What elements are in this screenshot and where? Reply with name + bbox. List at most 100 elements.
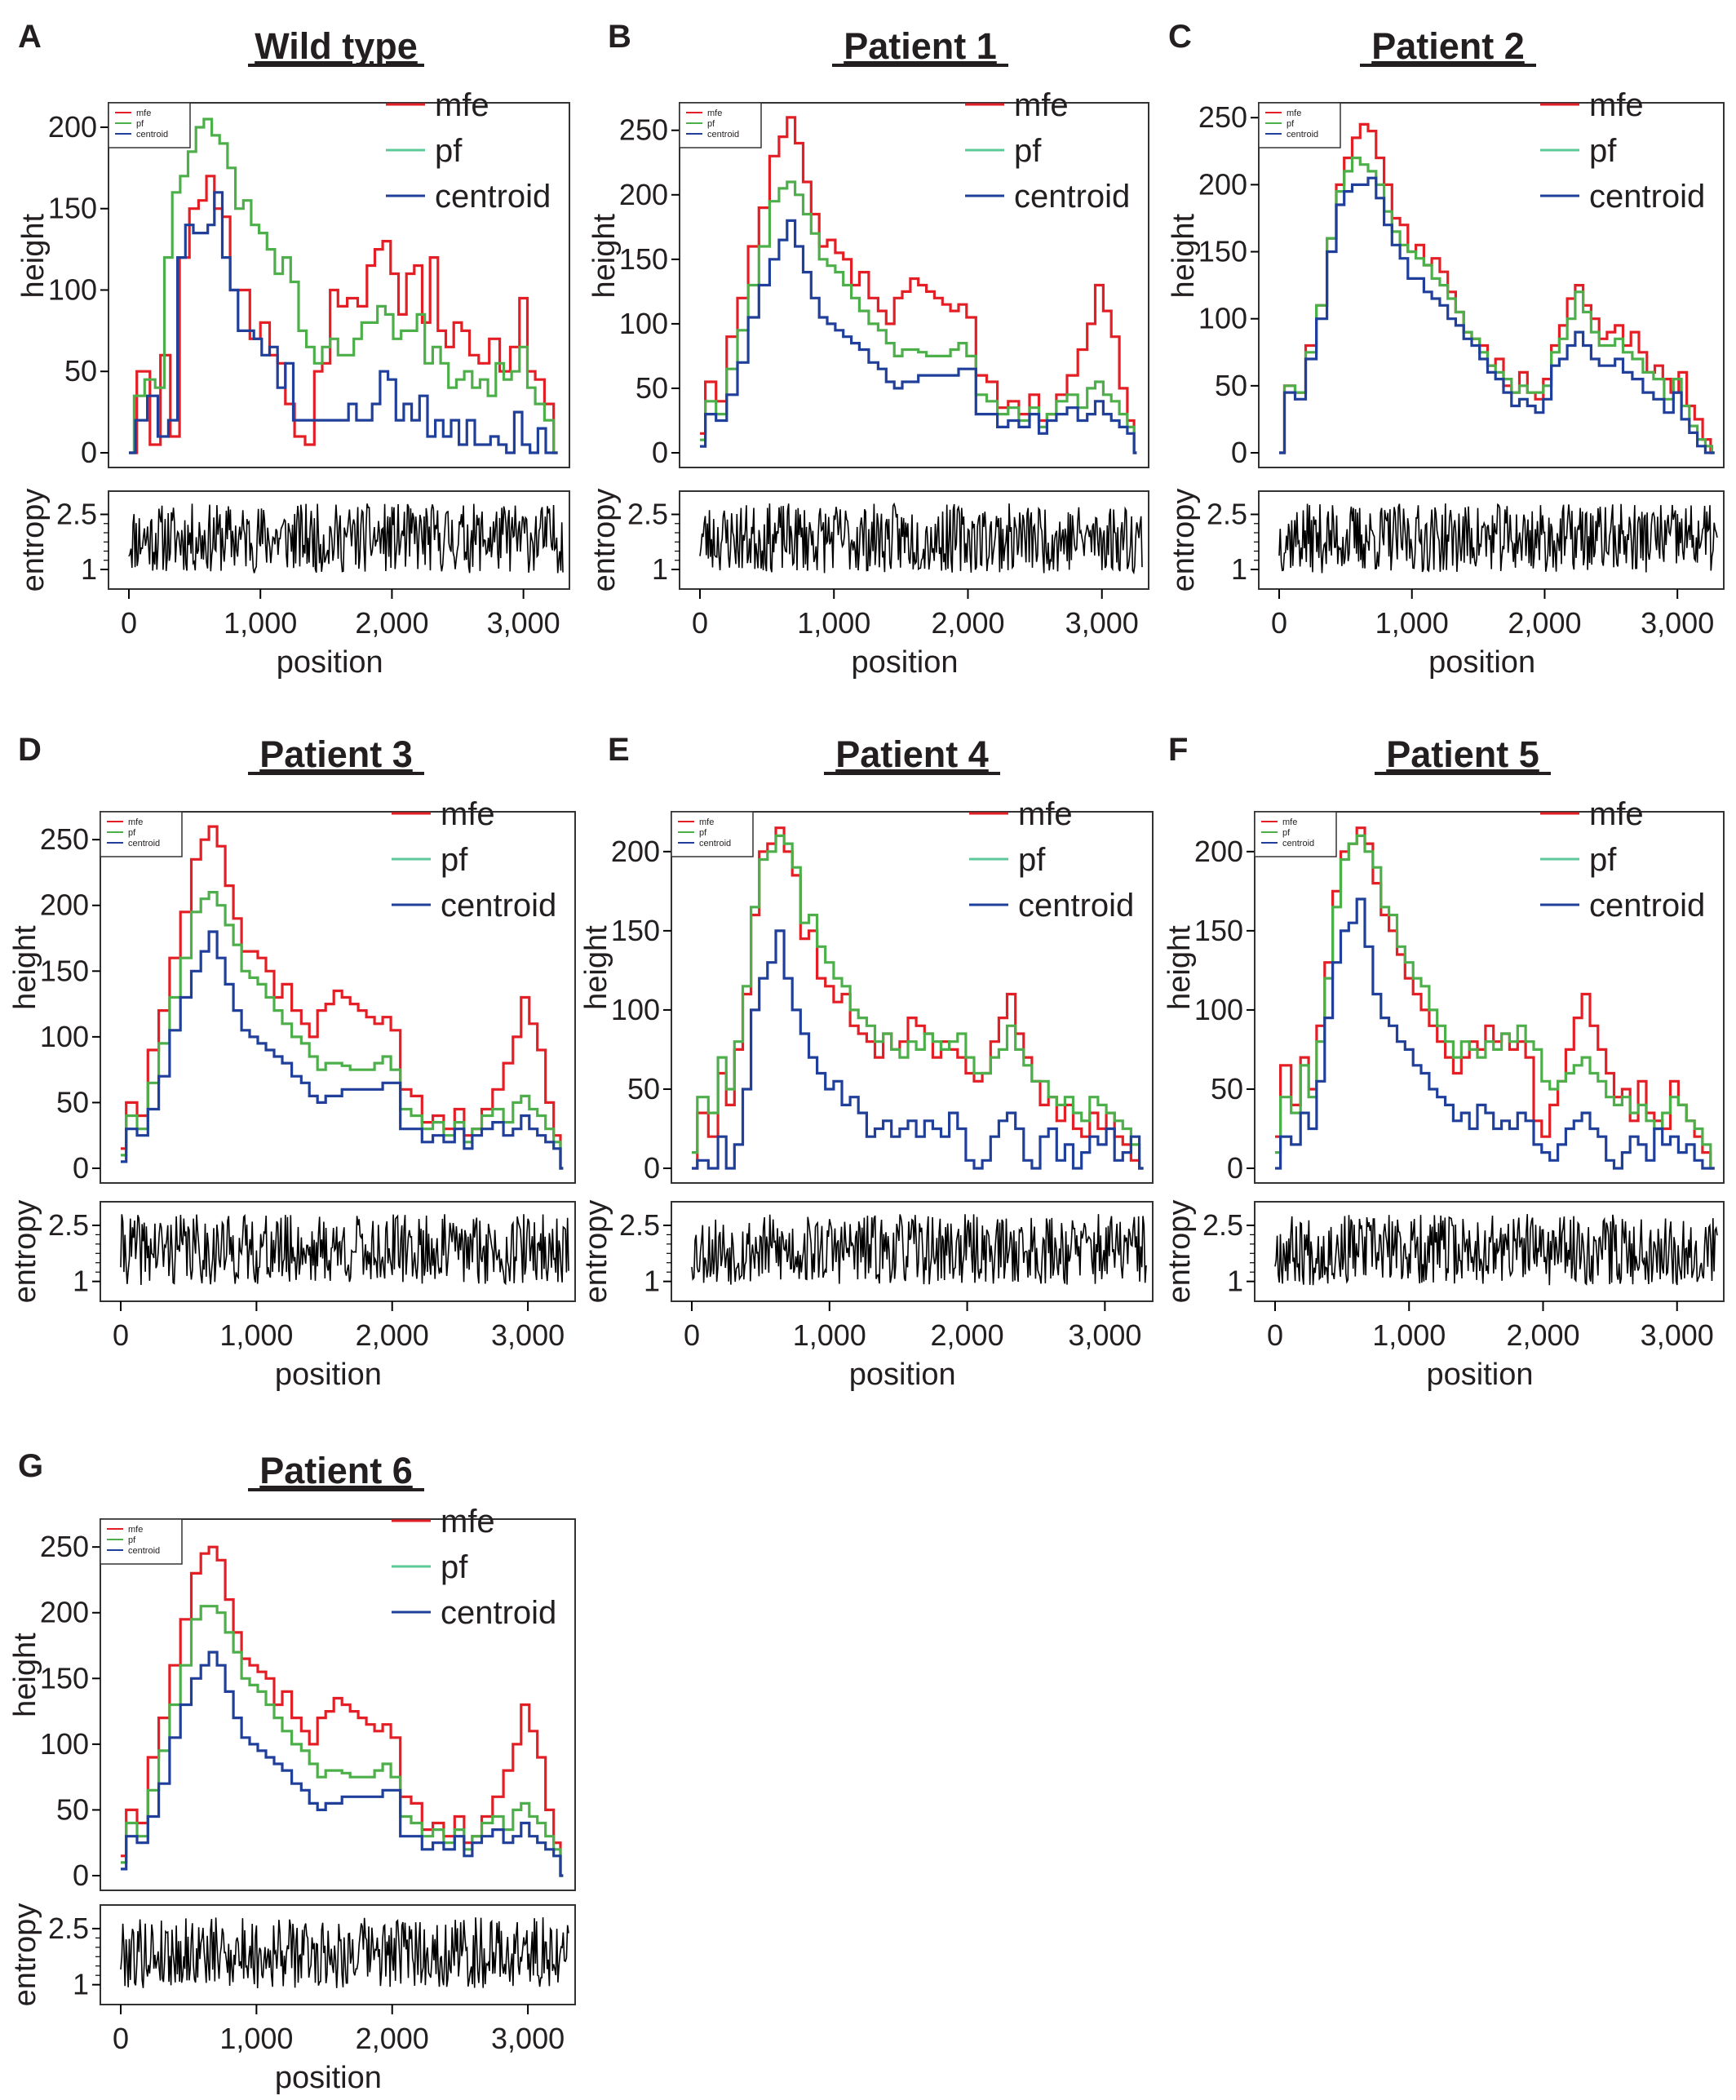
- y-tick-label: 0: [644, 1151, 660, 1185]
- legend-label-centroid: centroid: [441, 888, 556, 924]
- panel-b: B Patient 1050100150200250heightmfepfcent…: [587, 19, 1149, 680]
- y-tick-label: 250: [1198, 100, 1247, 134]
- y-tick-label: 150: [1194, 914, 1243, 947]
- entropy-tick-label: 1: [81, 552, 97, 586]
- y-tick-label: 150: [40, 954, 89, 987]
- x-tick-label: 0: [1267, 1318, 1283, 1352]
- legend-label-mfe: mfe: [441, 796, 495, 832]
- y-tick-label: 0: [73, 1151, 89, 1185]
- legend-label-pf: pf: [435, 133, 463, 169]
- legend-small-label-pf: pf: [1282, 828, 1291, 838]
- legend-label-mfe: mfe: [1589, 87, 1644, 123]
- panel-d: D Patient 3050100150200250heightmfepfcent…: [8, 732, 576, 1392]
- series-line-mfe: [700, 116, 1137, 454]
- x-tick-label: 3,000: [1641, 1318, 1714, 1352]
- panel-title: Patient 5: [1386, 733, 1539, 775]
- y-tick-label: 200: [40, 1596, 89, 1629]
- y-tick-label: 0: [1231, 436, 1247, 469]
- panel-e: E Patient 4050100150200heightmfepfcentroi…: [579, 732, 1154, 1392]
- y-tick-label: 50: [1215, 369, 1247, 402]
- series-line-mfe: [121, 825, 564, 1170]
- x-tick-label: 0: [692, 606, 708, 640]
- height-plot-frame: [1258, 102, 1725, 468]
- legend-small-frame: [1258, 102, 1341, 148]
- y-tick-label: 150: [611, 914, 660, 947]
- legend-small-label-mfe: mfe: [1282, 817, 1297, 827]
- legend-small-label-mfe: mfe: [128, 1525, 143, 1535]
- y-tick-label: 150: [619, 242, 668, 276]
- entropy-axis-label: entropy: [8, 1903, 42, 2007]
- series-line-centroid: [692, 929, 1144, 1170]
- y-tick-label: 50: [56, 1085, 89, 1119]
- entropy-tick-label: 1: [73, 1265, 89, 1298]
- y-tick-label: 100: [611, 993, 660, 1026]
- y-tick-label: 0: [73, 1859, 89, 1892]
- entropy-axis-label: entropy: [8, 1200, 42, 1304]
- panel-letter: D: [18, 732, 42, 768]
- y-tick-label: 100: [619, 307, 668, 340]
- x-axis-label: position: [275, 1358, 382, 1392]
- x-tick-label: 0: [113, 1318, 129, 1352]
- y-axis-label: height: [8, 925, 42, 1010]
- entropy-trace: [699, 502, 1143, 575]
- panel-f: F Patient 5050100150200heightmfepfcentroi…: [1162, 732, 1725, 1392]
- x-tick-label: 1,000: [797, 606, 870, 640]
- x-tick-label: 2,000: [356, 1318, 429, 1352]
- panel-title: Patient 4: [835, 733, 989, 775]
- legend-large: mfe pf centroid: [1540, 87, 1705, 215]
- height-plot-frame: [108, 102, 570, 468]
- series-line-centroid: [121, 930, 564, 1170]
- series-line-mfe: [692, 826, 1144, 1170]
- x-tick-label: 0: [121, 606, 137, 640]
- y-tick-label: 100: [40, 1727, 89, 1761]
- entropy-tick-label: 1: [1227, 1265, 1243, 1298]
- legend-small-frame: [108, 102, 191, 148]
- legend-label-pf: pf: [1589, 133, 1617, 169]
- legend-small-label-centroid: centroid: [128, 1546, 160, 1556]
- legend-label-centroid: centroid: [1589, 179, 1705, 215]
- y-axis-label: height: [1162, 925, 1197, 1010]
- y-tick-label: 200: [619, 178, 668, 211]
- x-tick-label: 3,000: [487, 606, 560, 640]
- y-tick-label: 200: [1198, 167, 1247, 201]
- entropy-tick-label: 2.5: [619, 1208, 660, 1242]
- series-line-centroid: [1279, 176, 1715, 454]
- panel-title: Patient 1: [844, 25, 997, 67]
- x-tick-label: 0: [1271, 606, 1287, 640]
- x-axis-label: position: [1427, 1358, 1534, 1392]
- y-tick-label: 150: [48, 192, 97, 225]
- legend-label-mfe: mfe: [1589, 796, 1644, 832]
- legend-small-label-centroid: centroid: [128, 839, 160, 848]
- y-tick-label: 100: [1194, 993, 1243, 1026]
- entropy-tick-label: 1: [73, 1968, 89, 2001]
- entropy-tick-label: 2.5: [56, 498, 97, 531]
- legend-label-mfe: mfe: [1014, 87, 1069, 123]
- panel-letter: C: [1168, 19, 1192, 55]
- y-axis-label: height: [8, 1633, 42, 1717]
- height-plot-frame: [100, 811, 576, 1184]
- y-tick-label: 0: [652, 436, 668, 469]
- y-tick-label: 250: [619, 113, 668, 147]
- entropy-tick-label: 2.5: [1202, 1208, 1243, 1242]
- legend-small-label-mfe: mfe: [1286, 109, 1301, 118]
- series-line-pf: [129, 117, 558, 454]
- series-line-pf: [121, 1605, 564, 1877]
- legend-small-label-pf: pf: [1286, 119, 1295, 129]
- entropy-axis-label: entropy: [587, 489, 622, 592]
- legend-small-label-centroid: centroid: [707, 130, 739, 140]
- x-tick-label: 3,000: [1068, 1318, 1141, 1352]
- entropy-plot-frame: [679, 490, 1149, 590]
- panel-title: Patient 6: [259, 1450, 413, 1491]
- legend-large: mfe pf centroid: [965, 87, 1130, 215]
- entropy-axis-label: entropy: [579, 1200, 613, 1304]
- y-axis-label: height: [1167, 214, 1201, 299]
- legend-small-label-centroid: centroid: [699, 839, 731, 848]
- entropy-axis-label: entropy: [1162, 1200, 1197, 1304]
- legend-label-mfe: mfe: [441, 1504, 495, 1540]
- y-tick-label: 200: [48, 110, 97, 144]
- x-axis-label: position: [277, 645, 383, 680]
- series-line-mfe: [121, 1545, 564, 1877]
